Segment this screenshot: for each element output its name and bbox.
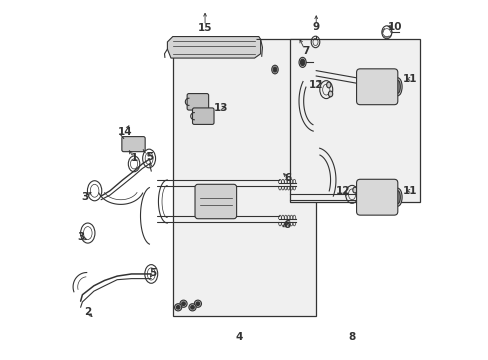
Ellipse shape [182,302,185,306]
Text: 11: 11 [403,74,417,84]
FancyBboxPatch shape [192,108,214,125]
Text: 7: 7 [301,46,308,56]
Ellipse shape [393,188,401,206]
Bar [172,40,316,316]
Text: 11: 11 [403,186,417,196]
Text: 3: 3 [77,232,84,242]
Ellipse shape [300,59,304,66]
FancyBboxPatch shape [356,179,397,215]
Ellipse shape [176,306,180,309]
Ellipse shape [394,191,400,204]
Text: 3: 3 [81,192,88,202]
Text: 6: 6 [284,173,291,183]
Ellipse shape [174,304,182,311]
Text: 10: 10 [387,22,402,32]
Text: 9: 9 [312,22,319,32]
Text: 12: 12 [308,80,323,90]
Polygon shape [167,37,260,58]
FancyBboxPatch shape [187,94,208,110]
Ellipse shape [273,67,276,72]
Ellipse shape [271,65,278,74]
Ellipse shape [352,187,356,193]
Text: 12: 12 [336,186,350,196]
Text: 4: 4 [235,332,243,342]
Text: 13: 13 [214,103,228,113]
Ellipse shape [194,300,201,307]
Ellipse shape [190,306,194,309]
FancyBboxPatch shape [195,184,236,219]
Ellipse shape [196,302,199,306]
FancyBboxPatch shape [356,69,397,105]
Ellipse shape [393,78,401,96]
Ellipse shape [328,91,332,97]
Ellipse shape [394,80,400,93]
Ellipse shape [326,82,330,88]
Text: 8: 8 [348,332,355,342]
Bar [290,40,419,202]
Text: 14: 14 [118,127,132,136]
Ellipse shape [180,300,187,307]
Text: 5: 5 [146,152,153,162]
Text: 2: 2 [83,307,91,317]
Text: 5: 5 [148,268,156,278]
Ellipse shape [188,304,196,311]
Ellipse shape [298,57,305,67]
Text: 1: 1 [130,153,138,163]
Ellipse shape [126,141,130,147]
Text: 6: 6 [283,220,290,230]
Text: 15: 15 [198,23,212,33]
FancyBboxPatch shape [122,136,145,152]
